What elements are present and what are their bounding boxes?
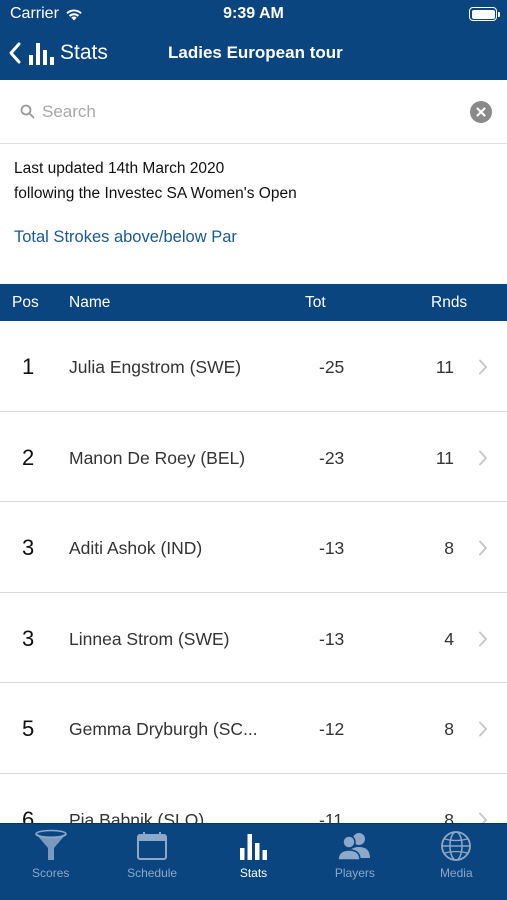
row-player-name: Pia Babnik (SLO)	[69, 809, 205, 824]
row-position: 3	[22, 625, 35, 651]
tab-scores[interactable]: Scores	[0, 824, 101, 900]
row-position: 5	[22, 716, 35, 741]
row-rounds: 8	[444, 719, 454, 739]
row-player-name: Gemma Dryburgh (SC...	[69, 719, 258, 739]
row-position: 2	[22, 444, 35, 470]
table-row[interactable]: 3 Aditi Ashok (IND) -13 8	[0, 502, 507, 593]
table-row[interactable]: 2 Manon De Roey (BEL) -23 11	[0, 411, 507, 502]
tab-media[interactable]: Media	[406, 824, 507, 900]
row-player-name: Linnea Strom (SWE)	[69, 628, 230, 649]
search-input[interactable]	[42, 98, 452, 126]
chevron-right-icon	[479, 450, 487, 465]
funnel-icon	[34, 829, 67, 860]
table-row[interactable]: 5 Gemma Dryburgh (SC... -12 8	[0, 683, 507, 774]
leaderboard-list: 1 Julia Engstrom (SWE) -25 11 2 Manon De…	[0, 321, 507, 823]
tab-label: Scores	[32, 866, 70, 880]
navigation-header: Carrier 9:39 AM Stats Ladies European to…	[0, 0, 507, 80]
column-header-pos: Pos	[12, 294, 39, 311]
back-button[interactable]: Stats	[8, 38, 108, 68]
page-title: Ladies European tour	[168, 43, 343, 62]
row-rounds: 8	[444, 538, 454, 558]
wifi-icon	[66, 8, 82, 20]
row-total: -12	[319, 719, 345, 739]
last-updated-text: Last updated 14th March 2020	[14, 160, 225, 177]
back-button-label: Stats	[60, 41, 108, 64]
chevron-right-icon	[479, 359, 487, 375]
carrier-indicator: Carrier	[10, 5, 83, 23]
globe-icon	[441, 831, 472, 861]
row-player-name: Manon De Roey (BEL)	[69, 447, 246, 468]
row-player-name: Aditi Ashok (IND)	[69, 538, 203, 558]
tab-players[interactable]: Players	[304, 824, 405, 900]
close-icon	[476, 107, 486, 117]
table-row[interactable]: 1 Julia Engstrom (SWE) -25 11	[0, 321, 507, 412]
chevron-right-icon	[479, 721, 487, 737]
tab-label: Media	[439, 866, 473, 880]
row-rounds: 4	[444, 628, 454, 649]
row-rounds: 11	[435, 357, 454, 377]
status-bar: Carrier 9:39 AM	[0, 0, 507, 28]
bar-chart-icon	[29, 43, 54, 65]
row-rounds: 8	[444, 809, 454, 824]
tab-label: Players	[334, 866, 375, 880]
last-updated-info: Last updated 14th March 2020 following t…	[14, 156, 297, 206]
players-icon	[337, 833, 370, 861]
tab-label: Stats	[239, 866, 268, 880]
tab-bar: Scores Schedule Stats	[0, 823, 507, 900]
row-rounds: 11	[435, 447, 454, 468]
table-row[interactable]: 3 Linnea Strom (SWE) -13 4	[0, 592, 507, 683]
row-player-name: Julia Engstrom (SWE)	[69, 357, 242, 377]
row-position: 3	[22, 535, 35, 560]
row-total: -23	[319, 447, 345, 468]
bar-chart-icon	[240, 834, 268, 860]
row-position: 1	[22, 354, 35, 379]
column-header-tot: Tot	[305, 294, 326, 311]
stat-category-title[interactable]: Total Strokes above/below Par	[14, 228, 237, 246]
status-time: 9:39 AM	[223, 5, 284, 22]
battery-icon	[469, 7, 500, 21]
tab-schedule[interactable]: Schedule	[101, 824, 202, 900]
search-bar	[0, 80, 507, 144]
row-total: -25	[319, 357, 345, 377]
clear-search-button[interactable]	[470, 101, 492, 123]
search-icon	[20, 104, 35, 119]
carrier-label: Carrier	[10, 5, 59, 22]
table-header: Pos Name Tot Rnds	[0, 284, 507, 321]
row-total: -11	[319, 809, 343, 824]
tab-stats[interactable]: Stats	[203, 824, 304, 900]
tab-label: Schedule	[127, 866, 178, 880]
table-row[interactable]: 6 Pia Babnik (SLO) -11 8	[0, 773, 507, 824]
event-text: following the Investec SA Women's Open	[14, 185, 297, 202]
row-total: -13	[319, 538, 345, 558]
row-total: -13	[319, 628, 345, 649]
chevron-right-icon	[479, 540, 487, 556]
column-header-rnds: Rnds	[431, 294, 468, 311]
chevron-left-icon	[9, 42, 21, 64]
chevron-right-icon	[479, 631, 487, 646]
calendar-icon	[137, 832, 168, 860]
chevron-right-icon	[479, 812, 487, 823]
column-header-name: Name	[69, 294, 111, 311]
row-position: 6	[22, 806, 35, 824]
